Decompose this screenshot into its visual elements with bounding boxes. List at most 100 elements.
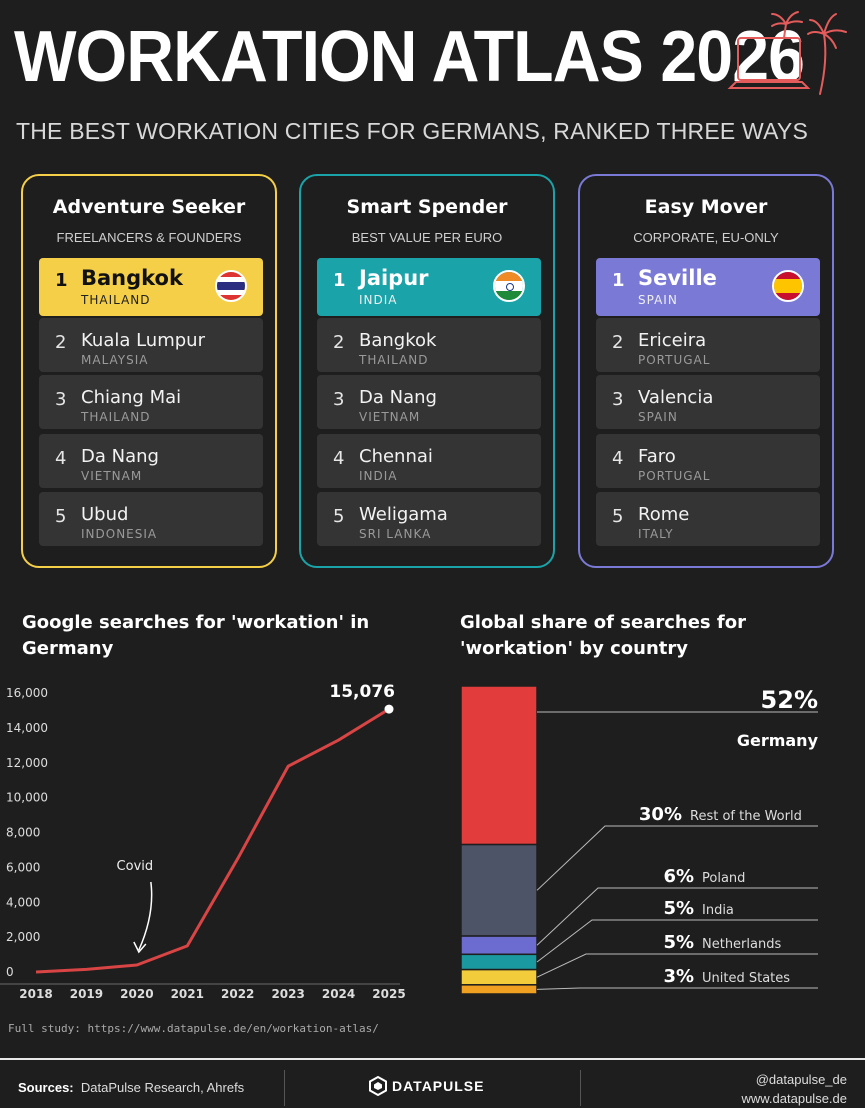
brand-logo: DATAPULSE [368, 1075, 484, 1097]
ranked-row[interactable]: 5 Ubud INDONESIA [39, 492, 263, 546]
card-title: Smart Spender [346, 196, 508, 218]
card-title: Adventure Seeker [52, 196, 246, 218]
laptop-palm-icon [727, 11, 847, 95]
city-name: Ericeira [638, 330, 707, 351]
share-value-label: 5% [663, 898, 694, 919]
country-name: VIETNAM [81, 469, 143, 483]
country-name: VIETNAM [359, 410, 421, 424]
sources-text: Sources: DataPulse Research, Ahrefs [18, 1080, 245, 1095]
ranked-row[interactable]: 3 Da Nang VIETNAM [317, 375, 541, 429]
end-point-marker [384, 704, 394, 714]
line-chart: 0 2,000 4,000 6,000 8,000 10,000 12,000 14,000 1… [0, 682, 406, 1001]
city-name: Bangkok [81, 266, 183, 290]
ranked-row[interactable]: 4 Faro PORTUGAL [596, 434, 820, 488]
stacked-segment [460, 935, 538, 956]
share-country-label: Rest of the World [690, 809, 802, 824]
ranked-row[interactable]: 4 Chennai INDIA [317, 434, 541, 488]
city-name: Faro [638, 446, 676, 467]
country-name: INDONESIA [81, 527, 158, 541]
city-name: Weligama [359, 504, 448, 525]
y-tick-label: 0 [6, 965, 14, 979]
share-value-label: 6% [663, 866, 694, 887]
social-handle[interactable]: @datapulse_de [755, 1072, 847, 1087]
share-chart: 52% Germany 30% Rest of the World 6% Poland 5%… [460, 685, 819, 995]
y-tick-label: 16,000 [6, 686, 48, 700]
country-name: THAILAND [81, 410, 151, 424]
city-name: Chiang Mai [81, 387, 182, 408]
country-name: INDIA [359, 293, 398, 307]
share-value-label: 30% [639, 804, 682, 825]
x-tick-label: 2024 [322, 987, 355, 1001]
rank-number: 3 [55, 389, 67, 410]
study-link[interactable]: Full study: https://www.datapulse.de/en/… [8, 1022, 379, 1035]
share-country-label: United States [702, 971, 790, 986]
x-tick-label: 2019 [70, 987, 103, 1001]
ranked-row[interactable]: 5 Rome ITALY [596, 492, 820, 546]
card-subtitle: CORPORATE, EU-ONLY [633, 230, 779, 245]
x-tick-label: 2023 [271, 987, 304, 1001]
ranked-row[interactable]: 2 Bangkok THAILAND [317, 318, 541, 372]
rank-number: 4 [612, 448, 624, 469]
share-chart-title: Global share of searches for 'workation'… [460, 612, 746, 659]
country-name: THAILAND [81, 293, 151, 307]
x-tick-label: 2021 [171, 987, 204, 1001]
y-tick-label: 14,000 [6, 721, 48, 735]
card-adventure-seeker: Adventure Seeker FREELANCERS & FOUNDERS 1 B… [21, 174, 277, 568]
top-ranked-row[interactable]: 1 Bangkok THAILAND [39, 258, 263, 316]
city-name: Ubud [81, 504, 129, 525]
country-name: MALAYSIA [81, 353, 149, 367]
x-tick-label: 2022 [221, 987, 254, 1001]
ranked-row[interactable]: 3 Chiang Mai THAILAND [39, 375, 263, 429]
card-title: Easy Mover [644, 196, 768, 218]
leader-line [536, 825, 818, 891]
y-tick-label: 6,000 [6, 860, 40, 874]
x-tick-label: 2020 [120, 987, 153, 1001]
city-name: Da Nang [359, 387, 437, 408]
stacked-segment [460, 843, 538, 937]
rank-number: 1 [612, 270, 625, 291]
card-easy-mover: Easy Mover CORPORATE, EU-ONLY 1 Seville SPAI… [578, 174, 834, 568]
india-flag-icon [493, 270, 525, 302]
rank-number: 3 [333, 389, 345, 410]
footer-divider [580, 1070, 581, 1106]
country-name: PORTUGAL [638, 353, 711, 367]
country-name: THAILAND [359, 353, 429, 367]
country-name: ITALY [638, 527, 674, 541]
x-tick-label: 2025 [372, 987, 405, 1001]
leader-line [536, 953, 818, 978]
y-tick-label: 10,000 [6, 791, 48, 805]
annotation-arrowhead [133, 941, 147, 954]
rank-number: 2 [612, 332, 624, 353]
leader-line [536, 887, 818, 946]
ranked-row[interactable]: 2 Ericeira PORTUGAL [596, 318, 820, 372]
rank-number: 1 [55, 270, 68, 291]
share-country-label: Netherlands [702, 937, 781, 952]
website-link[interactable]: www.datapulse.de [741, 1091, 847, 1106]
social-links: @datapulse_de www.datapulse.de [741, 1070, 847, 1108]
rank-number: 2 [333, 332, 345, 353]
share-country-label: Poland [702, 871, 745, 886]
country-name: INDIA [359, 469, 398, 483]
ranked-row[interactable]: 3 Valencia SPAIN [596, 375, 820, 429]
datapulse-logo-icon [369, 1075, 387, 1097]
ranked-row[interactable]: 5 Weligama SRI LANKA [317, 492, 541, 546]
city-name: Chennai [359, 446, 433, 467]
ranked-row[interactable]: 2 Kuala Lumpur MALAYSIA [39, 318, 263, 372]
page-title: WORKATION ATLAS 2026 [14, 17, 805, 97]
city-name: Rome [638, 504, 690, 525]
line-chart-title: Google searches for 'workation' in Germa… [22, 612, 370, 659]
y-tick-label: 8,000 [6, 826, 40, 840]
ranked-row[interactable]: 4 Da Nang VIETNAM [39, 434, 263, 488]
city-name: Seville [638, 266, 717, 290]
thailand-flag-icon [215, 270, 247, 302]
stacked-segment [460, 685, 538, 846]
leader-line [536, 919, 818, 963]
y-tick-label: 4,000 [6, 895, 40, 909]
rank-number: 4 [333, 448, 345, 469]
rank-number: 3 [612, 389, 624, 410]
country-name: PORTUGAL [638, 469, 711, 483]
card-subtitle: FREELANCERS & FOUNDERS [56, 230, 242, 245]
top-ranked-row[interactable]: 1 Jaipur INDIA [317, 258, 541, 316]
rank-number: 5 [55, 506, 67, 527]
top-ranked-row[interactable]: 1 Seville SPAIN [596, 258, 820, 316]
